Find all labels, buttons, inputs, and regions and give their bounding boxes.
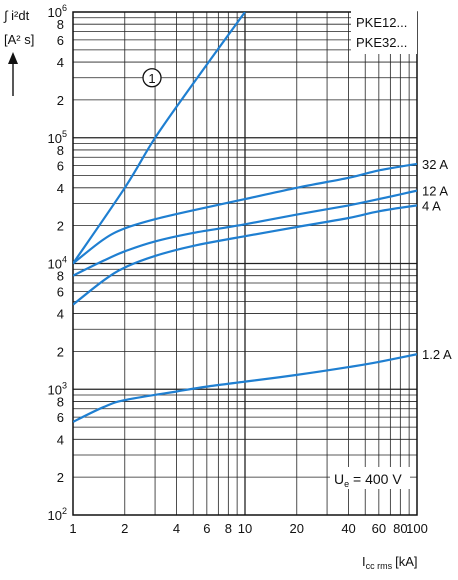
- y-tick-label: 8: [57, 394, 64, 409]
- product-legend-line-1: PKE12...: [356, 15, 407, 30]
- chart-curves: [73, 12, 417, 423]
- x-tick-label: 20: [290, 521, 304, 536]
- voltage-note: Ue = 400 V: [330, 467, 410, 489]
- y-tick-label: 4: [57, 55, 64, 70]
- series-label: 32 A: [422, 157, 448, 172]
- y-tick-label: 4: [57, 181, 64, 196]
- x-axis-title: Icc rms [kA]: [362, 554, 418, 571]
- y-axis-unit: [A² s]: [4, 32, 34, 47]
- y-axis-arrow: [8, 52, 18, 96]
- x-tick-label: 40: [341, 521, 355, 536]
- svg-text:1: 1: [148, 71, 155, 86]
- curve-1-2-a: [73, 353, 417, 423]
- y-tick-label: 102: [48, 506, 67, 523]
- y-tick-label: 104: [48, 255, 67, 272]
- y-axis-title: ∫ i²dt: [3, 8, 30, 23]
- y-tick-label: 2: [57, 344, 64, 359]
- curve-4-a: [73, 204, 417, 306]
- x-tick-label: 2: [121, 521, 128, 536]
- series-label: 12 A: [422, 184, 448, 199]
- product-legend-line-2: PKE32...: [356, 35, 407, 50]
- y-tick-label: 106: [48, 3, 67, 20]
- x-tick-label: 60: [372, 521, 386, 536]
- y-tick-label: 105: [48, 129, 67, 146]
- voltage-note-text: Ue = 400 V: [334, 471, 402, 489]
- series-label: 4 A: [422, 198, 441, 213]
- curve-32-a: [73, 162, 417, 265]
- x-tick-label: 80: [393, 521, 407, 536]
- curve-1-marker: 1: [142, 68, 162, 88]
- y-tick-label: 8: [57, 143, 64, 158]
- y-tick-label: 2: [57, 470, 64, 485]
- x-tick-label: 8: [225, 521, 232, 536]
- y-tick-label: 6: [57, 284, 64, 299]
- x-tick-label: 10: [238, 521, 252, 536]
- x-tick-label: 4: [173, 521, 180, 536]
- series-labels: 1 32 A 12 A4 A 1.2 A: [142, 68, 452, 362]
- y-tick-label: 6: [57, 410, 64, 425]
- x-tick-label: 1: [69, 521, 76, 536]
- chart-grid: [72, 11, 418, 516]
- y-tick-label: 4: [57, 432, 64, 447]
- y-tick-label: 8: [57, 269, 64, 284]
- y-tick-label: 6: [57, 159, 64, 174]
- product-legend: PKE12... PKE32...: [351, 10, 417, 54]
- curve-12-a: [73, 189, 417, 277]
- y-tick-label: 6: [57, 33, 64, 48]
- series-label: 1.2 A: [422, 347, 452, 362]
- y-tick-label: 8: [57, 17, 64, 32]
- y-tick-label: 2: [57, 93, 64, 108]
- y-tick-label: 103: [48, 380, 67, 397]
- y-tick-label: 2: [57, 219, 64, 234]
- curve-1: [73, 12, 246, 265]
- x-tick-label: 6: [203, 521, 210, 536]
- y-tick-label: 4: [57, 307, 64, 322]
- x-tick-label: 100: [406, 521, 428, 536]
